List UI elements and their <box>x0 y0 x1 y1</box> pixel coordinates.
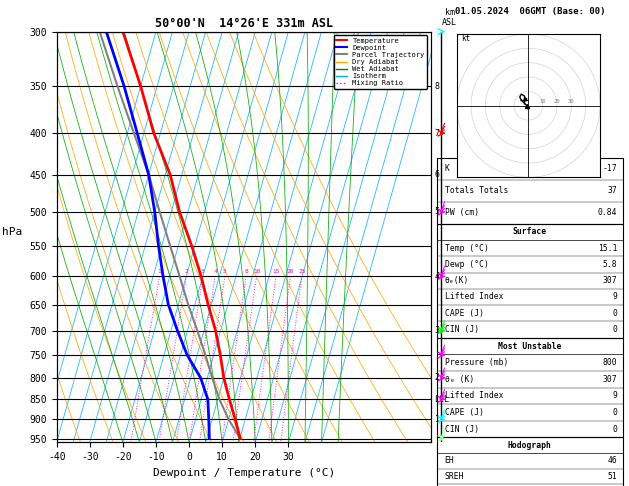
Text: 1: 1 <box>158 269 162 274</box>
Text: 0: 0 <box>612 425 617 434</box>
Text: 8: 8 <box>244 269 248 274</box>
Text: 20: 20 <box>287 269 294 274</box>
Text: 2: 2 <box>184 269 188 274</box>
Text: 15: 15 <box>272 269 280 274</box>
Text: Pressure (mb): Pressure (mb) <box>445 358 508 367</box>
Text: 5: 5 <box>223 269 227 274</box>
Text: 0: 0 <box>612 309 617 318</box>
Text: 8: 8 <box>435 82 440 90</box>
Text: 0: 0 <box>612 325 617 334</box>
Text: EH: EH <box>445 456 455 465</box>
Text: θₑ(K): θₑ(K) <box>445 276 469 285</box>
Text: 307: 307 <box>603 375 617 384</box>
Text: 6: 6 <box>435 170 440 179</box>
Text: 5: 5 <box>435 208 440 216</box>
Text: Hodograph: Hodograph <box>508 441 552 450</box>
Text: 3: 3 <box>435 326 440 335</box>
Text: 9: 9 <box>612 391 617 400</box>
Text: 37: 37 <box>608 186 617 195</box>
Title: 50°00'N  14°26'E 331m ASL: 50°00'N 14°26'E 331m ASL <box>155 17 333 31</box>
Text: 9: 9 <box>612 293 617 301</box>
X-axis label: Dewpoint / Temperature (°C): Dewpoint / Temperature (°C) <box>153 468 335 478</box>
Text: 307: 307 <box>603 276 617 285</box>
Text: 3: 3 <box>201 269 205 274</box>
Text: 20: 20 <box>554 99 560 104</box>
Text: K: K <box>445 164 450 174</box>
Text: Temp (°C): Temp (°C) <box>445 243 489 253</box>
Text: PW (cm): PW (cm) <box>445 208 479 217</box>
Text: Lifted Index: Lifted Index <box>445 391 503 400</box>
Text: 46: 46 <box>608 456 617 465</box>
Text: km
ASL: km ASL <box>442 8 457 28</box>
Text: Most Unstable: Most Unstable <box>498 342 562 350</box>
Text: 51: 51 <box>608 472 617 481</box>
Bar <box>437 158 623 224</box>
Text: θₑ (K): θₑ (K) <box>445 375 474 384</box>
Text: Surface: Surface <box>513 227 547 236</box>
Legend: Temperature, Dewpoint, Parcel Trajectory, Dry Adiabat, Wet Adiabat, Isotherm, Mi: Temperature, Dewpoint, Parcel Trajectory… <box>333 35 427 89</box>
Text: 4: 4 <box>213 269 217 274</box>
Bar <box>437 224 623 338</box>
Text: Lifted Index: Lifted Index <box>445 293 503 301</box>
Text: kt: kt <box>461 34 470 43</box>
Text: SREH: SREH <box>445 472 464 481</box>
Bar <box>437 338 623 437</box>
Text: -17: -17 <box>603 164 617 174</box>
Text: 4: 4 <box>435 272 440 281</box>
Text: 1: 1 <box>435 415 440 424</box>
Text: Dewp (°C): Dewp (°C) <box>445 260 489 269</box>
Text: 01.05.2024  06GMT (Base: 00): 01.05.2024 06GMT (Base: 00) <box>455 7 605 17</box>
Y-axis label: hPa: hPa <box>3 227 23 237</box>
Text: CIN (J): CIN (J) <box>445 425 479 434</box>
Text: 7: 7 <box>435 129 440 138</box>
Text: Totals Totals: Totals Totals <box>445 186 508 195</box>
Text: LCL: LCL <box>435 395 450 404</box>
Text: CIN (J): CIN (J) <box>445 325 479 334</box>
Text: 10: 10 <box>540 99 546 104</box>
Bar <box>437 437 623 486</box>
Text: 5.8: 5.8 <box>603 260 617 269</box>
Text: 10: 10 <box>253 269 260 274</box>
Text: 25: 25 <box>298 269 306 274</box>
Text: CAPE (J): CAPE (J) <box>445 408 484 417</box>
Text: 2: 2 <box>435 373 440 382</box>
Text: 0: 0 <box>612 408 617 417</box>
Text: 0.84: 0.84 <box>598 208 617 217</box>
Text: 15.1: 15.1 <box>598 243 617 253</box>
Text: CAPE (J): CAPE (J) <box>445 309 484 318</box>
Text: 30: 30 <box>568 99 575 104</box>
Text: 800: 800 <box>603 358 617 367</box>
